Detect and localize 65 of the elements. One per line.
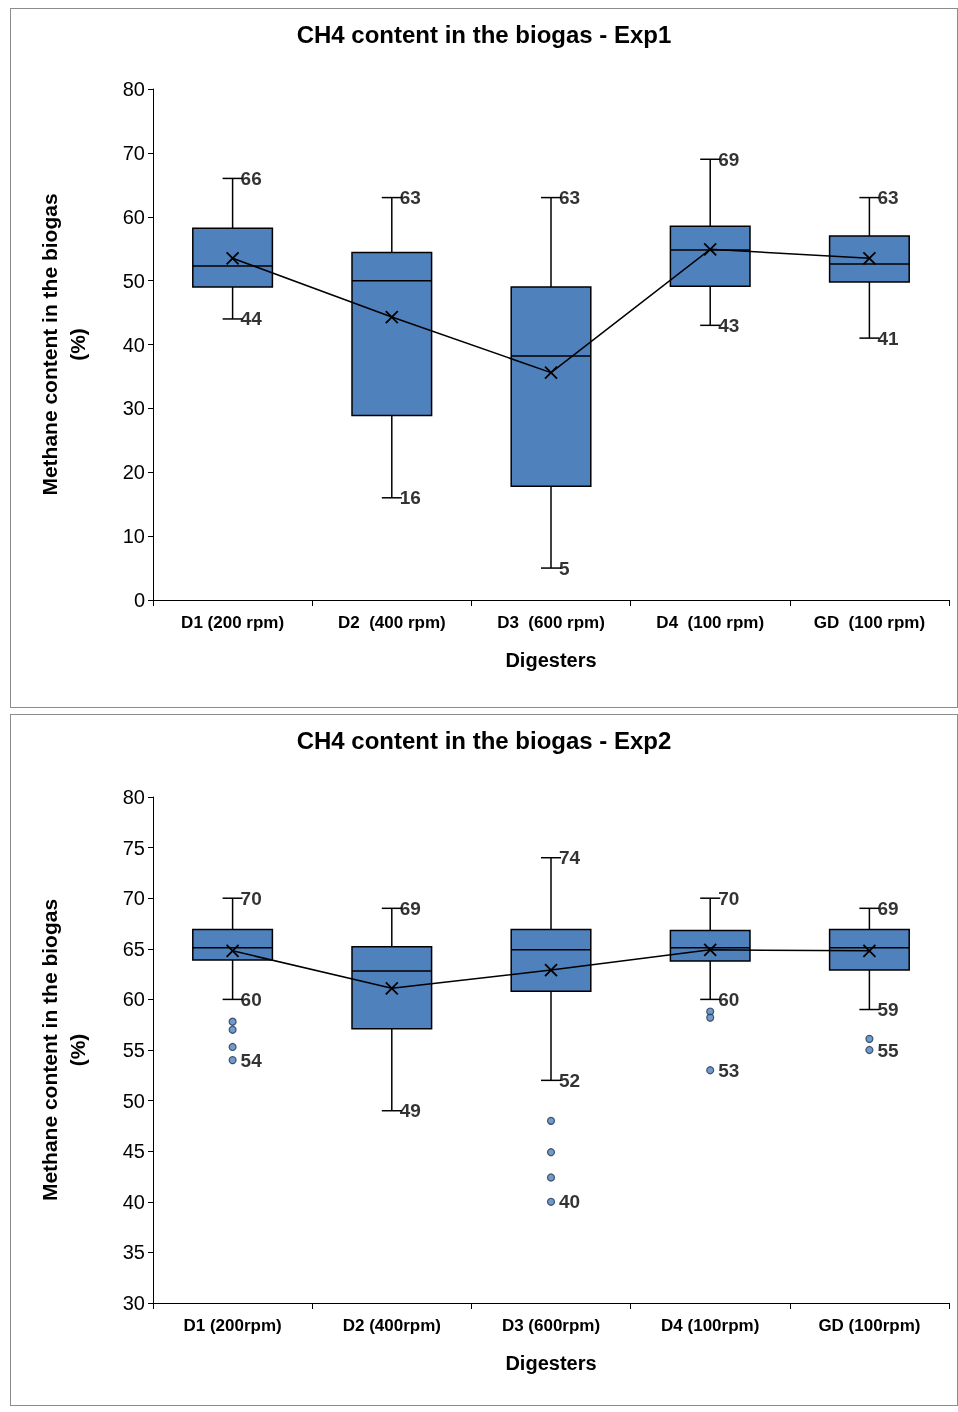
- x-axis-title: Digesters: [505, 1352, 597, 1374]
- annotation: 44: [240, 308, 263, 330]
- y-tick-label: 50: [122, 1089, 145, 1112]
- annotation: 60: [240, 988, 262, 1010]
- y-tick-label: 40: [122, 333, 145, 356]
- annotation: 70: [718, 887, 740, 909]
- annotation: 16: [399, 487, 421, 509]
- annotation: 70: [240, 887, 262, 909]
- y-tick-label: 70: [122, 141, 145, 164]
- y-tick-label: 20: [122, 461, 145, 484]
- annotation: 43: [718, 314, 740, 336]
- x-tick-label: D2 (400 rpm): [337, 613, 446, 632]
- point: [384, 310, 399, 324]
- y-tick-label: 60: [122, 988, 145, 1011]
- x-axis-title: Digesters: [505, 649, 597, 671]
- annotation: 41: [877, 327, 899, 349]
- y-tick-label: 60: [122, 205, 145, 228]
- point: [225, 251, 240, 266]
- annotation: 74: [559, 847, 581, 869]
- x-tick-label: D1 (200 rpm): [181, 613, 285, 632]
- point: [544, 365, 558, 380]
- chart-title: CH4 content in the biogas - Exp2: [296, 726, 672, 754]
- y-tick-label: 35: [122, 1241, 145, 1264]
- y-tick-label: 75: [122, 836, 145, 859]
- annotation: 69: [877, 897, 899, 919]
- y-axis-title: Methane content in the biogas (%): [37, 193, 89, 496]
- x-tick-label: GD (100 rpm): [813, 613, 926, 632]
- annotation: 54: [240, 1049, 263, 1071]
- point: [703, 242, 718, 257]
- annotation: 59: [877, 999, 899, 1021]
- annotation: 53: [718, 1059, 740, 1081]
- annotation: 60: [718, 988, 740, 1010]
- point: [862, 251, 877, 266]
- y-tick-label: 30: [122, 397, 145, 420]
- annotation: 69: [718, 148, 740, 170]
- x-tick-label: GD (100rpm): [818, 1316, 921, 1335]
- x-tick-label: D4 (100rpm): [661, 1316, 760, 1335]
- y-tick-label: 80: [122, 78, 145, 100]
- y-tick-label: 45: [122, 1140, 145, 1163]
- x-tick-label: D4 (100 rpm): [656, 613, 765, 632]
- chart-title: CH4 content in the biogas - Exp1: [296, 20, 672, 48]
- annotation: 55: [877, 1039, 899, 1061]
- annotation: 63: [399, 187, 421, 209]
- y-tick-label: 80: [122, 786, 145, 808]
- y-tick-label: 50: [122, 269, 145, 292]
- annotation: 40: [559, 1191, 581, 1213]
- annotation: 49: [399, 1100, 421, 1122]
- y-tick-label: 65: [122, 937, 145, 960]
- y-tick-label: 70: [122, 887, 145, 910]
- y-tick-label: 30: [122, 1292, 145, 1314]
- x-tick-label: D1 (200rpm): [183, 1316, 282, 1335]
- annotation: 52: [559, 1069, 581, 1091]
- annotation: 66: [240, 167, 262, 189]
- annotation: 63: [559, 187, 581, 209]
- x-tick-label: D2 (400rpm): [342, 1316, 441, 1335]
- y-axis-title: Methane content in the biogas (%): [37, 898, 89, 1202]
- y-tick-label: 40: [122, 1190, 145, 1213]
- annotation: 63: [877, 187, 899, 209]
- annotation: 5: [559, 557, 570, 579]
- y-tick-label: 55: [122, 1039, 145, 1061]
- x-tick-label: D3 (600rpm): [501, 1316, 601, 1335]
- y-tick-label: 10: [122, 525, 145, 548]
- annotation: 69: [399, 897, 421, 919]
- x-tick-label: D3 (600 rpm): [497, 613, 605, 632]
- y-tick-label: 0: [133, 589, 145, 611]
